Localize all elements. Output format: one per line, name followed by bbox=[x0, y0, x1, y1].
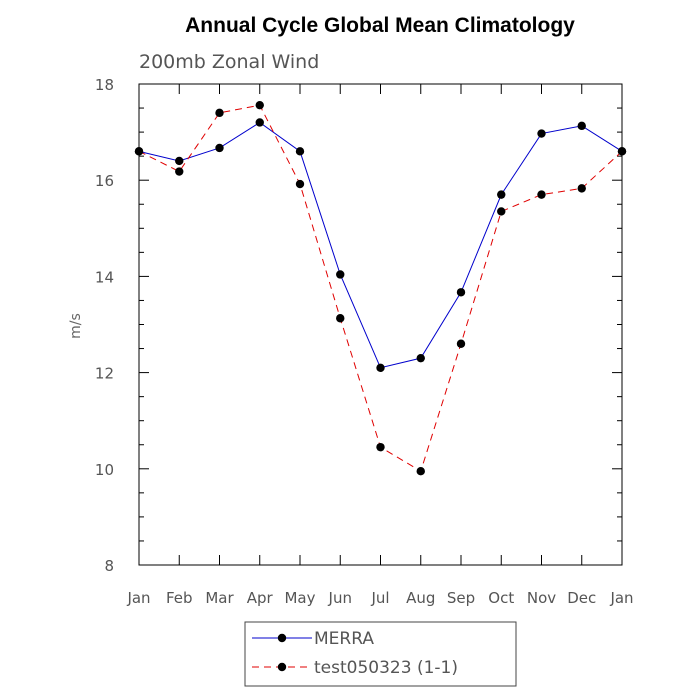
x-tick-label: Dec bbox=[567, 589, 596, 607]
x-tick-label: Jul bbox=[370, 589, 389, 607]
data-point bbox=[416, 353, 425, 363]
series-1 bbox=[134, 100, 627, 476]
data-point bbox=[577, 184, 586, 193]
data-point bbox=[376, 363, 385, 372]
x-tick-label: Mar bbox=[205, 589, 234, 607]
legend-marker bbox=[277, 633, 287, 643]
data-point bbox=[497, 207, 506, 216]
y-tick-label: 18 bbox=[95, 76, 114, 94]
data-point bbox=[215, 143, 224, 153]
tick-labels-layer: Jan Feb Mar Apr May Jun Jul Aug Sep Oct Nov Dec Jan 8… bbox=[95, 76, 634, 607]
data-point bbox=[134, 147, 144, 156]
data-point bbox=[537, 190, 546, 199]
legend-label: test050323 (1-1) bbox=[314, 658, 458, 678]
x-tick-label: Jan bbox=[609, 589, 633, 607]
data-point bbox=[376, 442, 385, 452]
data-point bbox=[336, 314, 345, 323]
x-tick-label: Jun bbox=[328, 589, 352, 607]
y-tick-label: 10 bbox=[95, 461, 114, 479]
data-point bbox=[456, 288, 466, 297]
y-axis-label: m/s bbox=[68, 313, 84, 339]
series-0 bbox=[134, 118, 627, 372]
x-tick-label: Sep bbox=[447, 589, 475, 607]
y-tick-label: 12 bbox=[95, 365, 114, 383]
x-tick-label: Aug bbox=[406, 589, 435, 607]
data-point bbox=[497, 190, 506, 199]
data-point bbox=[456, 339, 466, 348]
series-line bbox=[138, 121, 623, 369]
x-tick-label: Oct bbox=[488, 589, 514, 607]
data-point bbox=[215, 108, 224, 118]
legend: MERRA test050323 (1-1) bbox=[244, 621, 517, 687]
chart-subtitle: 200mb Zonal Wind bbox=[139, 51, 319, 73]
data-point bbox=[336, 270, 345, 279]
legend-label: MERRA bbox=[314, 629, 374, 649]
legend-box bbox=[244, 621, 517, 687]
x-tick-label: Jan bbox=[126, 589, 150, 607]
x-tick-label: May bbox=[284, 589, 315, 607]
series-line bbox=[138, 104, 623, 472]
data-point bbox=[617, 147, 627, 156]
axis-ticks-layer bbox=[138, 83, 623, 566]
legend-entries: MERRA test050323 (1-1) bbox=[252, 629, 458, 678]
data-point bbox=[175, 167, 184, 176]
series-layer bbox=[134, 100, 627, 476]
data-point bbox=[416, 467, 425, 476]
data-point bbox=[255, 100, 264, 110]
data-point bbox=[255, 118, 264, 127]
data-point bbox=[175, 156, 184, 166]
x-tick-label: Feb bbox=[166, 589, 193, 607]
y-tick-label: 16 bbox=[95, 172, 114, 190]
data-point bbox=[295, 147, 305, 156]
data-point bbox=[295, 179, 305, 189]
data-point bbox=[537, 129, 546, 138]
plot-frame bbox=[138, 83, 623, 566]
legend-marker bbox=[277, 662, 287, 672]
x-tick-label: Apr bbox=[247, 589, 274, 607]
chart-title: Annual Cycle Global Mean Climatology bbox=[185, 14, 575, 37]
data-point bbox=[577, 121, 586, 131]
y-tick-label: 8 bbox=[104, 557, 114, 575]
y-tick-label: 14 bbox=[95, 268, 114, 286]
x-tick-label: Nov bbox=[527, 589, 556, 607]
